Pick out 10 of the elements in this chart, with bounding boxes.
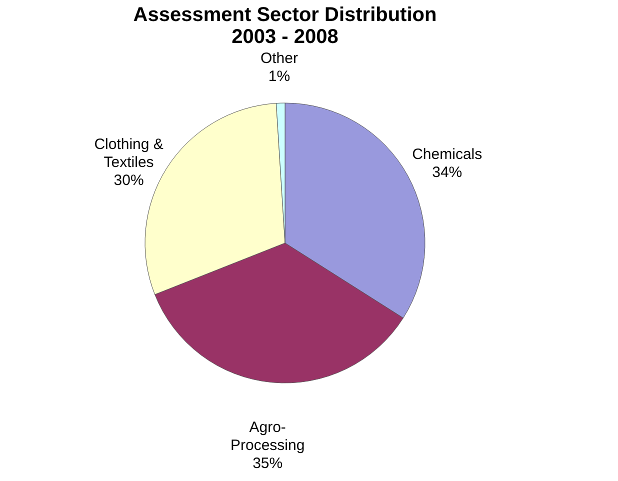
- slice-label: Agro-Processing: [230, 419, 305, 454]
- data-label: 34%: [432, 164, 462, 181]
- text: 2003 - 2008: [232, 26, 338, 48]
- data-label: 35%: [252, 455, 283, 472]
- slice-label: Clothing & Textiles: [94, 136, 164, 171]
- slice-label: Other: [260, 50, 298, 68]
- slice-label: Chemicals: [412, 146, 482, 163]
- text: Assessment Sector Distribution: [133, 4, 437, 26]
- data-label: 1%: [268, 68, 290, 86]
- data-label: 30%: [114, 172, 144, 189]
